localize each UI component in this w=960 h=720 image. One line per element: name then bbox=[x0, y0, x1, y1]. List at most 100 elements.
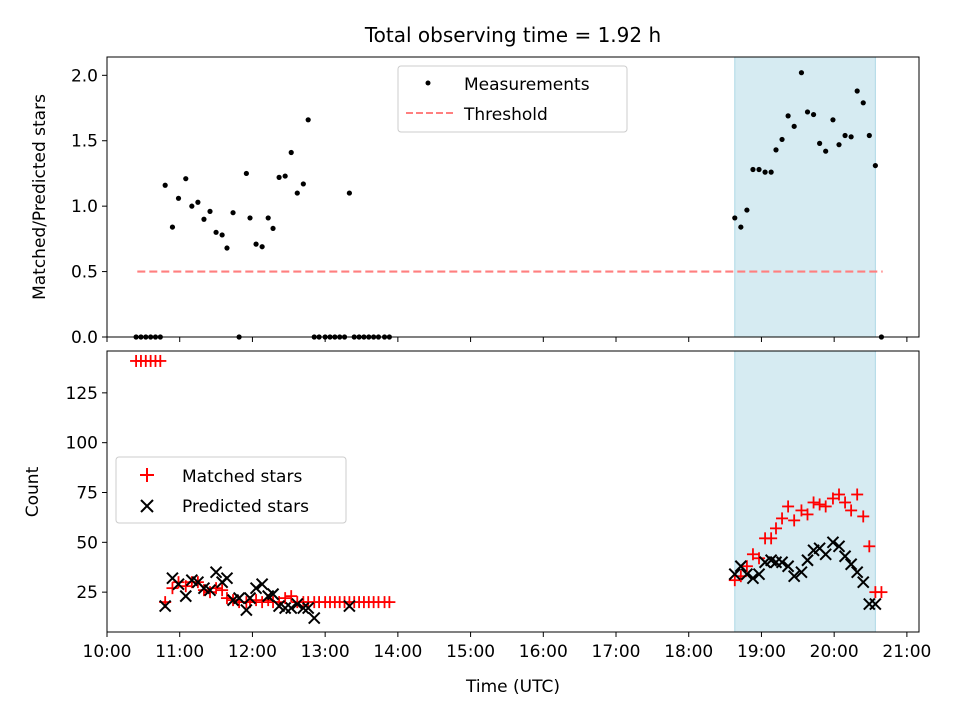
x-tick-label: 11:00 bbox=[155, 642, 204, 662]
y-tick-label: 50 bbox=[76, 533, 98, 553]
measurement-point bbox=[830, 117, 836, 123]
measurement-point bbox=[744, 207, 750, 213]
matched-star-point bbox=[753, 552, 766, 565]
bottom-panel: 25 50 75 100 125 10:00 11:00 12:00 13:00 14:00 15… bbox=[23, 350, 931, 697]
measurement-point bbox=[247, 215, 253, 221]
predicted-star-point bbox=[752, 567, 766, 581]
measurement-point bbox=[823, 148, 829, 154]
measurement-point bbox=[300, 181, 306, 187]
y-tick-label: 25 bbox=[76, 583, 98, 603]
measurement-point bbox=[773, 147, 779, 153]
observing-window-span bbox=[734, 350, 876, 633]
measurement-point bbox=[243, 170, 249, 177]
measurement-point bbox=[259, 244, 265, 250]
matched-star-point bbox=[197, 584, 210, 597]
legend-predicted-marker bbox=[140, 499, 154, 513]
chart-title: Total observing time = 1.92 h bbox=[364, 23, 661, 47]
predicted-star-point bbox=[158, 599, 172, 613]
y-tick-label: 0.5 bbox=[71, 263, 98, 283]
measurement-point bbox=[169, 224, 176, 230]
measurement-point bbox=[817, 140, 823, 146]
measurement-point bbox=[346, 190, 352, 196]
legend-matched-marker bbox=[140, 468, 154, 482]
predicted-star-point bbox=[795, 566, 808, 579]
predicted-star-point bbox=[343, 599, 356, 613]
bottom-highlight-layer bbox=[734, 350, 876, 633]
observing-window-span bbox=[734, 56, 876, 338]
measurement-point bbox=[848, 134, 854, 140]
measurement-point bbox=[219, 232, 225, 238]
matched-star-point bbox=[285, 590, 298, 603]
predicted-star-point bbox=[801, 554, 814, 567]
matched-star-point bbox=[776, 512, 789, 525]
measurement-point bbox=[762, 169, 768, 175]
predicted-star-point bbox=[850, 566, 864, 579]
matched-star-point bbox=[383, 596, 396, 609]
predicted-star-point bbox=[301, 601, 315, 615]
measurement-point bbox=[162, 182, 168, 188]
measurement-point bbox=[791, 123, 797, 129]
matched-star-point bbox=[279, 592, 292, 605]
measurement-point bbox=[842, 132, 848, 139]
measurement-point bbox=[224, 245, 230, 251]
top-legend: Measurements Threshold bbox=[397, 65, 628, 133]
y-tick-label: 0.0 bbox=[71, 328, 98, 348]
measurement-point bbox=[732, 215, 738, 221]
matched-star-point bbox=[857, 510, 870, 523]
measurement-point bbox=[738, 224, 744, 230]
matched-star-point bbox=[256, 596, 269, 609]
x-tick-label: 21:00 bbox=[882, 642, 931, 662]
measurement-point bbox=[230, 210, 236, 216]
x-tick-label: 17:00 bbox=[592, 642, 641, 662]
x-tick-label: 15:00 bbox=[446, 642, 495, 662]
predicted-star-point bbox=[740, 567, 754, 581]
measurement-point bbox=[804, 109, 811, 115]
predicted-star-point bbox=[832, 540, 846, 553]
measurement-point bbox=[866, 132, 872, 139]
y-tick-label: 1.0 bbox=[71, 197, 98, 217]
predicted-star-point bbox=[781, 560, 795, 573]
predicted-star-point bbox=[308, 611, 321, 625]
matched-star-point bbox=[154, 354, 167, 367]
measurement-point bbox=[798, 70, 805, 76]
predicted-star-point bbox=[220, 571, 234, 585]
predicted-star-point bbox=[734, 560, 748, 573]
matched-star-point bbox=[765, 532, 778, 545]
measurement-point bbox=[294, 190, 300, 196]
measurement-point bbox=[854, 88, 860, 94]
predicted-star-point bbox=[266, 587, 280, 601]
measurement-point bbox=[779, 136, 785, 143]
measurement-point bbox=[207, 208, 213, 214]
measurement-point bbox=[201, 216, 207, 222]
legend-matched-label: Matched stars bbox=[182, 467, 302, 487]
matched-star-point bbox=[746, 548, 759, 561]
matched-star-point bbox=[826, 492, 839, 505]
predicted-star-point bbox=[232, 591, 246, 605]
matched-star-point bbox=[839, 496, 852, 509]
predicted-star-point bbox=[249, 581, 263, 595]
y-tick-label: 75 bbox=[76, 483, 98, 503]
bottom-y-axis-label: Count bbox=[23, 466, 43, 517]
top-y-axis-ticks: 0.0 0.5 1.0 1.5 2.0 bbox=[71, 66, 107, 348]
measurement-point bbox=[270, 225, 276, 232]
top-legend-box bbox=[397, 65, 628, 133]
top-highlight-layer bbox=[734, 56, 876, 338]
predicted-star-point bbox=[826, 536, 840, 549]
predicted-star-point bbox=[844, 558, 858, 571]
predicted-star-point bbox=[869, 597, 882, 611]
x-axis-label: Time (UTC) bbox=[465, 677, 560, 697]
matched-star-point bbox=[813, 498, 826, 511]
predicted-star-point bbox=[172, 577, 185, 591]
measurement-point bbox=[305, 117, 311, 123]
measurement-point bbox=[282, 173, 288, 179]
legend-measurements-marker bbox=[425, 80, 431, 86]
predicted-star-point bbox=[179, 589, 192, 603]
y-tick-label: 2.0 bbox=[71, 66, 98, 86]
predicted-star-point bbox=[838, 550, 852, 563]
predicted-star-point bbox=[857, 575, 870, 589]
bottom-legend-box bbox=[115, 456, 347, 524]
measurement-point bbox=[768, 169, 774, 175]
predicted-star-point bbox=[255, 577, 269, 591]
predicted-star-point bbox=[819, 548, 832, 561]
measurement-point bbox=[276, 174, 282, 180]
